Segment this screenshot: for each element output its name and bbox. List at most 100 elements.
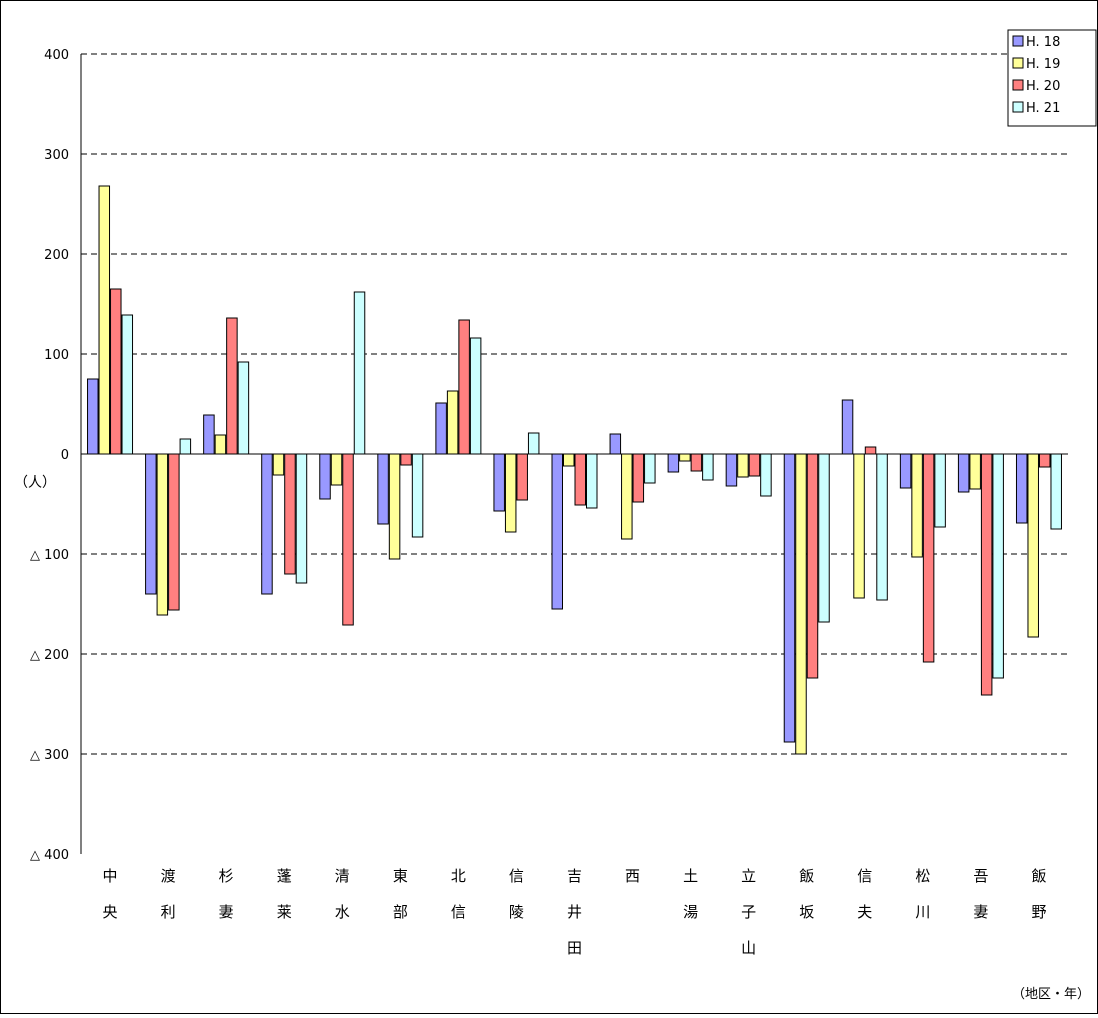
x-tick-label: 立 <box>741 867 756 885</box>
y-unit-label: （人） <box>14 475 56 491</box>
bar <box>145 453 157 595</box>
bar <box>388 453 401 560</box>
bar <box>980 453 993 696</box>
x-tick-label: 井 <box>567 903 582 921</box>
bar <box>876 453 888 601</box>
bar <box>586 453 598 509</box>
bar <box>272 453 285 476</box>
bar <box>237 361 250 455</box>
bar <box>899 453 912 489</box>
x-tick-label: 信 <box>509 867 524 885</box>
bar <box>110 288 122 455</box>
bar <box>1038 453 1051 468</box>
bar <box>458 319 470 455</box>
bar <box>295 453 308 584</box>
x-tick-label: 川 <box>915 903 930 921</box>
bar <box>156 453 169 616</box>
legend-swatch <box>1012 101 1024 113</box>
bar <box>1050 453 1062 530</box>
x-tick-label: 飯 <box>799 867 814 885</box>
x-unit-label: （地区・年） <box>1012 987 1090 1002</box>
bar-layer <box>87 185 1062 755</box>
x-tick-label: 松 <box>915 867 930 885</box>
x-tick-label: 蓬 <box>277 867 292 885</box>
bar <box>435 402 447 455</box>
bar <box>98 185 111 455</box>
x-tick-label: 土 <box>683 867 698 885</box>
x-tick-label: 莱 <box>277 903 292 921</box>
bar <box>853 453 865 599</box>
x-tick-label: 吉 <box>567 867 582 885</box>
bar <box>934 453 946 528</box>
x-tick-label: 信 <box>451 903 466 921</box>
bar <box>783 453 796 743</box>
x-tick-label: 水 <box>335 903 350 921</box>
x-tick-label: 中 <box>103 867 118 885</box>
x-tick-label: 妻 <box>973 903 988 921</box>
bar <box>527 432 540 455</box>
bar <box>702 453 714 481</box>
bar <box>1015 453 1028 524</box>
bar <box>667 453 680 473</box>
x-tick-label: 陵 <box>509 903 524 921</box>
bar <box>632 453 645 503</box>
bar <box>574 453 586 506</box>
y-tick-label: △ 300 <box>30 748 69 763</box>
legend-label: H. 19 <box>1026 57 1060 72</box>
bar <box>864 446 877 455</box>
bar <box>377 453 389 525</box>
x-tick-label: 東 <box>393 867 408 885</box>
legend-label: H. 20 <box>1026 79 1060 94</box>
y-tick-label: 100 <box>44 348 69 363</box>
x-tick-label: 子 <box>741 903 756 921</box>
bar <box>168 453 180 611</box>
x-tick-label: 吾 <box>973 867 988 885</box>
bar <box>261 453 273 595</box>
x-tick-label: 夫 <box>857 903 872 921</box>
x-tick-label: 西 <box>625 867 640 885</box>
bar <box>504 453 517 533</box>
legend-swatch <box>1012 79 1024 91</box>
bar <box>179 438 192 455</box>
x-tick-label: 清 <box>335 867 350 885</box>
bar <box>969 453 981 490</box>
x-tick-label: 妻 <box>219 903 234 921</box>
bar <box>679 453 691 462</box>
bar <box>725 453 738 487</box>
bar <box>203 414 215 455</box>
bar <box>516 453 528 501</box>
bar <box>992 453 1004 679</box>
legend: H. 18 H. 19 H. 20 H. 21 <box>1007 29 1097 127</box>
bar <box>353 291 366 455</box>
bar <box>446 390 459 455</box>
y-tick-label: 0 <box>61 448 69 463</box>
bar <box>226 317 238 455</box>
legend-swatch <box>1012 35 1024 47</box>
legend-swatch <box>1012 57 1024 69</box>
x-tick-label: 部 <box>393 903 408 921</box>
bar <box>330 453 343 486</box>
x-tick-label: 湯 <box>683 903 698 921</box>
bar <box>1027 453 1039 638</box>
bar <box>319 453 331 500</box>
x-tick-label: 杉 <box>219 867 234 885</box>
x-tick-label: 飯 <box>1031 867 1046 885</box>
x-tick-label: 山 <box>741 939 756 957</box>
legend-label: H. 18 <box>1026 35 1060 50</box>
bar <box>87 378 99 455</box>
bar <box>690 453 703 472</box>
bar <box>493 453 505 512</box>
x-tick-label: 渡 <box>161 867 176 885</box>
legend-label: H. 21 <box>1026 101 1060 116</box>
bar <box>841 399 854 455</box>
y-tick-label: △ 400 <box>30 848 69 863</box>
bar <box>795 453 807 755</box>
bar <box>609 433 622 455</box>
bar <box>748 453 761 477</box>
bar <box>760 453 772 497</box>
y-tick-label: △ 100 <box>30 548 69 563</box>
bar <box>284 453 296 575</box>
bar <box>342 453 354 626</box>
